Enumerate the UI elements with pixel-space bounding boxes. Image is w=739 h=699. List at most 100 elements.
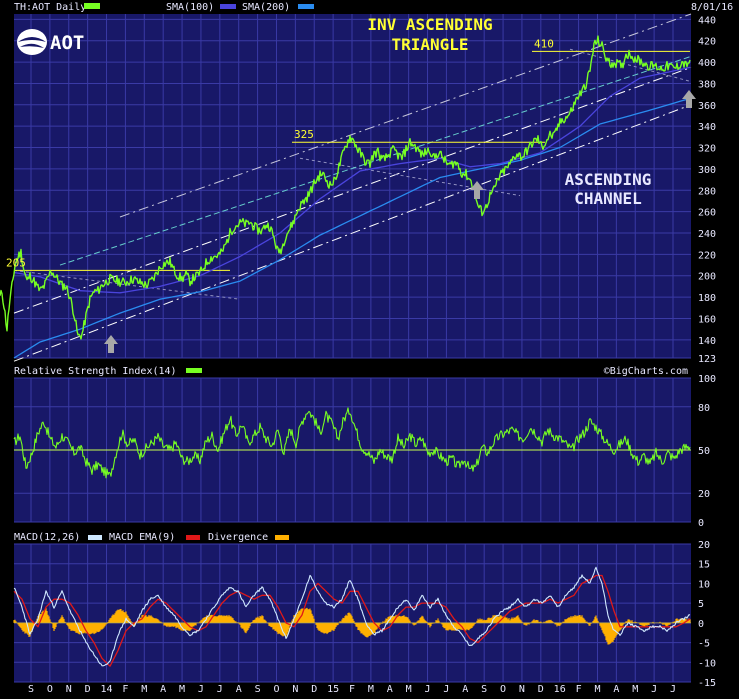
month-tick-label: J bbox=[425, 684, 431, 695]
month-tick-label: J bbox=[651, 684, 657, 695]
month-tick-label: M bbox=[179, 684, 185, 695]
resistance-label-410: 410 bbox=[534, 37, 554, 50]
month-tick-label: F bbox=[576, 684, 582, 695]
value-tick-label: 80 bbox=[698, 403, 710, 414]
divergence-legend-swatch bbox=[275, 535, 289, 540]
value-tick-label: 420 bbox=[698, 37, 716, 48]
month-tick-label: J bbox=[217, 684, 223, 695]
logo-text: AOT bbox=[50, 32, 84, 54]
series-layer bbox=[0, 35, 691, 667]
triangle-line-mid bbox=[299, 157, 521, 197]
value-tick-label: 200 bbox=[698, 272, 716, 283]
month-tick-label: M bbox=[368, 684, 374, 695]
price-line bbox=[0, 35, 691, 340]
rsi-title: Relative Strength Index(14) bbox=[14, 366, 177, 377]
month-tick-label: D bbox=[85, 684, 91, 695]
month-tick-label: A bbox=[236, 684, 242, 695]
price-grid bbox=[14, 14, 691, 359]
value-tick-label: 320 bbox=[698, 144, 716, 155]
month-tick-label: O bbox=[273, 684, 279, 695]
sma100-legend-swatch bbox=[220, 4, 236, 9]
value-tick-label: 240 bbox=[698, 229, 716, 240]
aot-logo: AOT bbox=[17, 29, 84, 55]
month-tick-label: D bbox=[311, 684, 317, 695]
month-tick-label: 16 bbox=[554, 684, 566, 695]
month-tick-label: O bbox=[500, 684, 506, 695]
value-tick-label: 160 bbox=[698, 314, 716, 325]
month-tick-label: N bbox=[519, 684, 525, 695]
value-tick-label: 300 bbox=[698, 165, 716, 176]
value-tick-label: 400 bbox=[698, 58, 716, 69]
month-tick-label: A bbox=[613, 684, 619, 695]
macd-line bbox=[13, 566, 691, 667]
month-tick-label: O bbox=[47, 684, 53, 695]
resistance-label-205: 205 bbox=[6, 256, 26, 269]
annotation-inv-ascending: INV ASCENDING bbox=[367, 15, 492, 34]
resistance-label-325: 325 bbox=[294, 128, 314, 141]
month-tick-label: F bbox=[122, 684, 128, 695]
month-tick-label: M bbox=[632, 684, 638, 695]
sma100-label: SMA(100) bbox=[166, 2, 214, 13]
month-tick-label: N bbox=[292, 684, 298, 695]
value-tick-label: 260 bbox=[698, 208, 716, 219]
channel-top-line bbox=[119, 13, 692, 218]
value-tick-label: 123 bbox=[698, 354, 716, 365]
month-tick-label: S bbox=[28, 684, 34, 695]
value-tick-label: 100 bbox=[698, 374, 716, 385]
triangle-line-right bbox=[569, 48, 691, 82]
channel-upper-line bbox=[13, 66, 692, 314]
logo-globe-icon bbox=[17, 29, 47, 55]
sma200-label: SMA(200) bbox=[242, 2, 290, 13]
value-tick-label: -15 bbox=[698, 678, 716, 689]
month-tick-label: M bbox=[406, 684, 412, 695]
month-tick-label: J bbox=[443, 684, 449, 695]
value-tick-label: 340 bbox=[698, 122, 716, 133]
price-legend-swatch bbox=[84, 3, 100, 9]
value-tick-label: 360 bbox=[698, 101, 716, 112]
value-tick-label: 5 bbox=[698, 599, 704, 610]
macd-title: MACD(12,26) bbox=[14, 532, 80, 543]
arrow-up-icon bbox=[104, 335, 118, 353]
month-tick-label: 15 bbox=[327, 684, 339, 695]
macd-ema-title: MACD EMA(9) bbox=[109, 532, 175, 543]
annotation-ascending: ASCENDING bbox=[565, 170, 652, 189]
rsi-line bbox=[13, 407, 691, 479]
value-tick-label: 140 bbox=[698, 336, 716, 347]
month-tick-label: J bbox=[670, 684, 676, 695]
month-tick-label: A bbox=[160, 684, 166, 695]
value-tick-label: 0 bbox=[698, 619, 704, 630]
annotation-channel: CHANNEL bbox=[574, 189, 641, 208]
value-tick-label: 10 bbox=[698, 579, 710, 590]
value-tick-label: 280 bbox=[698, 186, 716, 197]
sma100-line bbox=[13, 66, 691, 294]
divergence-title: Divergence bbox=[208, 532, 268, 543]
macd-ema-legend-swatch bbox=[186, 535, 200, 540]
arrow-up-icon bbox=[682, 90, 696, 108]
macd-ema-line bbox=[13, 574, 691, 667]
month-tick-label: 14 bbox=[101, 684, 113, 695]
watermark: ©BigCharts.com bbox=[604, 366, 688, 377]
value-tick-label: 20 bbox=[698, 540, 710, 551]
value-tick-label: -10 bbox=[698, 658, 716, 669]
symbol-label: TH:AOT Daily bbox=[14, 2, 86, 13]
month-tick-label: F bbox=[349, 684, 355, 695]
rsi-legend-swatch bbox=[186, 368, 202, 373]
value-tick-label: 20 bbox=[698, 489, 710, 500]
value-tick-label: -5 bbox=[698, 639, 710, 650]
month-tick-label: N bbox=[66, 684, 72, 695]
channel-lower-line bbox=[13, 104, 692, 362]
upper-trend-line bbox=[59, 56, 691, 266]
month-tick-label: S bbox=[255, 684, 261, 695]
value-tick-label: 180 bbox=[698, 293, 716, 304]
month-tick-label: M bbox=[141, 684, 147, 695]
month-tick-label: A bbox=[462, 684, 468, 695]
macd-legend-swatch bbox=[88, 535, 102, 540]
support-arrow-3 bbox=[682, 90, 696, 108]
month-tick-label: S bbox=[481, 684, 487, 695]
month-tick-label: M bbox=[594, 684, 600, 695]
value-tick-label: 15 bbox=[698, 560, 710, 571]
month-tick-label: J bbox=[198, 684, 204, 695]
arrow-up-icon bbox=[470, 181, 484, 199]
